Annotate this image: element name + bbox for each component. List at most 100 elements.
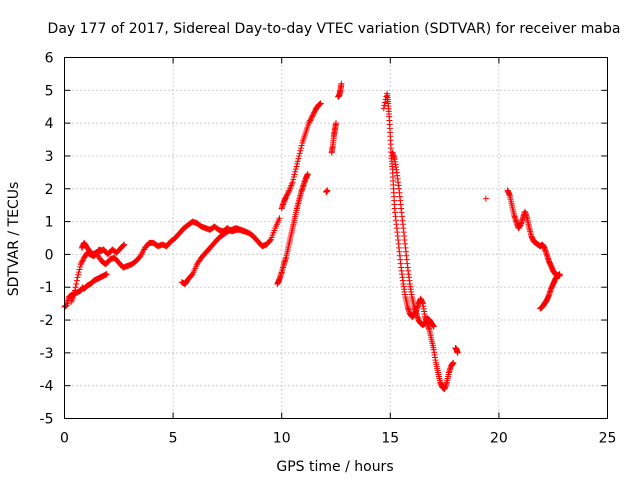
data-point: [77, 261, 84, 268]
y-tick-label: -5: [40, 412, 54, 428]
data-point: [295, 155, 302, 162]
data-point: [381, 102, 388, 109]
data-point: [284, 191, 291, 198]
data-point: [307, 116, 314, 123]
x-tick-label: 20: [490, 431, 508, 447]
data-point: [296, 152, 303, 159]
series-arc-j: [328, 120, 339, 156]
data-point: [383, 93, 390, 100]
data-point: [296, 150, 303, 157]
y-tick-label: -4: [40, 379, 54, 395]
data-point: [75, 271, 82, 278]
plot-frame: [64, 57, 608, 419]
data-point: [119, 242, 126, 249]
x-axis-label: GPS time / hours: [276, 459, 393, 475]
series-arc-n: [452, 344, 461, 356]
data-point: [283, 192, 290, 199]
data-point: [482, 195, 489, 202]
series-arc-i: [323, 187, 331, 196]
grid: [64, 57, 608, 419]
y-tick-label: 5: [45, 83, 54, 99]
series-arc-o: [482, 195, 489, 202]
x-tick-label: 0: [60, 431, 69, 447]
chart-title: Day 177 of 2017, Sidereal Day-to-day VTE…: [48, 21, 621, 37]
y-tick-label: 0: [45, 247, 54, 263]
data-point: [284, 190, 291, 197]
series-arc-e: [94, 215, 283, 271]
data-point: [298, 142, 305, 149]
data-point: [382, 99, 389, 106]
data-point: [241, 228, 248, 235]
data-point: [324, 187, 331, 194]
data-point: [276, 215, 283, 222]
series-arc-p: [504, 187, 563, 279]
data-point: [73, 277, 80, 284]
data-point: [333, 120, 339, 127]
data-point: [291, 171, 298, 178]
data-points: [61, 80, 563, 392]
data-point: [454, 349, 461, 356]
data-point: [75, 269, 82, 276]
data-point: [76, 266, 83, 273]
series-arc-g: [274, 171, 311, 287]
axis-ticks: [64, 57, 608, 419]
data-point: [309, 113, 316, 120]
y-axis-label: SDTVAR / TECUs: [6, 182, 22, 297]
x-tick-label: 10: [273, 431, 291, 447]
data-point: [120, 242, 127, 249]
series-arc-c: [78, 239, 128, 258]
data-point: [450, 359, 457, 366]
data-point: [338, 80, 345, 87]
data-point: [294, 160, 301, 167]
y-tick-label: -3: [40, 346, 54, 362]
y-tick-label: 4: [45, 116, 54, 132]
data-point: [292, 168, 299, 175]
data-point: [78, 259, 85, 266]
data-point: [307, 117, 314, 124]
data-point: [283, 193, 290, 200]
data-point: [73, 280, 80, 287]
data-point: [556, 271, 563, 278]
data-point: [294, 158, 301, 165]
y-tick-label: -2: [40, 313, 54, 329]
data-point: [121, 241, 128, 248]
data-point: [308, 114, 315, 121]
data-point: [304, 171, 311, 178]
series-arc-m: [389, 149, 437, 330]
data-point: [311, 109, 318, 116]
data-point: [79, 257, 86, 264]
series-arc-l: [380, 90, 457, 392]
series-arc-k: [335, 80, 345, 100]
data-point: [72, 284, 79, 291]
data-point: [292, 166, 299, 173]
data-point: [285, 188, 292, 195]
y-tick-label: 6: [45, 51, 54, 67]
data-point: [71, 290, 78, 297]
data-point: [103, 271, 110, 278]
y-tick-label: 1: [45, 215, 54, 231]
series-arc-q: [537, 271, 563, 312]
data-point: [79, 258, 86, 265]
x-tick-label: 15: [381, 431, 399, 447]
data-point: [306, 118, 313, 125]
series-arc-d: [81, 271, 110, 292]
data-point: [71, 287, 78, 294]
data-point: [309, 112, 316, 119]
data-point: [77, 263, 84, 270]
data-point: [317, 100, 324, 107]
y-tick-label: 2: [45, 182, 54, 198]
x-tick-label: 5: [169, 431, 178, 447]
data-point: [297, 147, 304, 154]
x-tick-label: 25: [599, 431, 617, 447]
data-point: [266, 237, 273, 244]
data-point: [310, 110, 317, 117]
y-tick-label: -1: [40, 280, 54, 296]
series-arc-h: [278, 100, 324, 212]
data-point: [290, 176, 297, 183]
data-point: [305, 120, 312, 127]
tick-labels: 0 5 10 15 20 25 -5 -4 -3 -2 -1 0 1 2 3 4 5 6: [40, 51, 617, 447]
data-point: [298, 145, 305, 152]
data-point: [289, 179, 296, 186]
series-arc-f: [178, 225, 248, 287]
